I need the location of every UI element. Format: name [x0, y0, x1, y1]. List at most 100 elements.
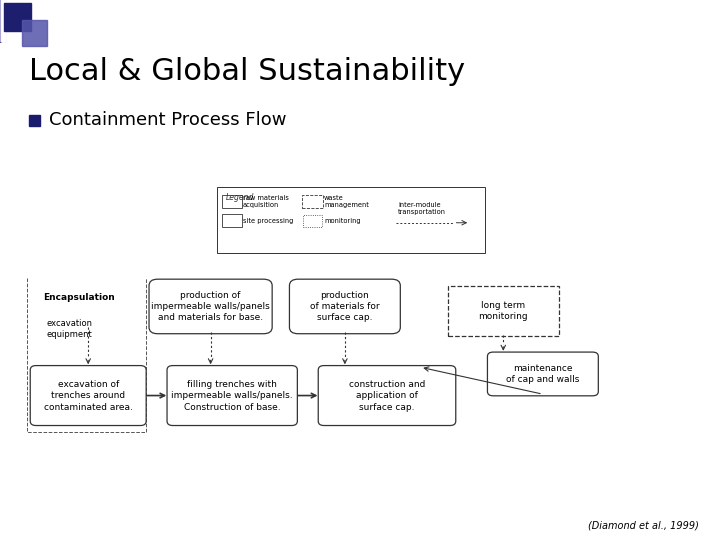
Bar — [1, 0, 4, 40]
Bar — [1, 0, 3, 40]
Bar — [0, 0, 2, 40]
Bar — [1, 0, 3, 40]
Bar — [1, 0, 4, 40]
FancyBboxPatch shape — [222, 195, 242, 208]
Bar — [1, 0, 4, 40]
Bar — [1, 0, 4, 40]
Bar — [1, 0, 4, 40]
Bar — [1, 0, 4, 40]
Bar — [1, 0, 4, 40]
Bar — [2, 0, 4, 40]
Bar — [22, 20, 47, 46]
Bar — [2, 0, 5, 40]
FancyBboxPatch shape — [30, 366, 146, 426]
Bar — [0, 0, 3, 40]
Bar — [0, 0, 3, 40]
Bar — [1, 0, 4, 40]
FancyBboxPatch shape — [222, 214, 242, 227]
Bar — [1, 0, 3, 40]
Bar — [0, 0, 3, 40]
Text: excavation
equipment: excavation equipment — [47, 319, 93, 340]
Bar — [1, 0, 4, 40]
Bar — [2, 0, 4, 40]
Bar — [1, 0, 4, 40]
Bar — [1, 0, 4, 40]
Bar — [2, 0, 4, 40]
Bar — [1, 0, 4, 40]
FancyBboxPatch shape — [487, 352, 598, 396]
Bar — [2, 0, 5, 40]
Bar — [1, 0, 3, 40]
Bar — [2, 0, 4, 40]
Bar — [2, 0, 4, 40]
Bar — [2, 0, 4, 40]
Bar — [1, 0, 3, 40]
Bar — [1, 0, 3, 40]
Bar — [0, 0, 3, 40]
Bar — [2, 0, 5, 40]
Bar — [1, 0, 3, 40]
Bar — [1, 0, 4, 40]
Bar — [0, 0, 2, 40]
Bar — [0, 0, 3, 40]
Bar — [1, 0, 4, 40]
Text: Local & Global Sustainability: Local & Global Sustainability — [29, 57, 465, 86]
Bar — [2, 0, 4, 40]
Bar — [2, 0, 4, 40]
Bar — [1, 0, 4, 40]
Bar — [1, 0, 4, 40]
Bar — [2, 0, 5, 40]
Text: production
of materials for
surface cap.: production of materials for surface cap. — [310, 291, 379, 322]
Bar — [2, 0, 5, 40]
Bar — [0, 0, 2, 40]
Bar — [1, 0, 4, 40]
Bar — [1, 0, 4, 40]
Bar — [1, 0, 4, 40]
Bar — [2, 0, 4, 40]
Bar — [2, 0, 4, 40]
Bar — [0, 0, 3, 40]
Bar — [1, 0, 4, 40]
FancyBboxPatch shape — [303, 215, 322, 227]
Bar — [2, 0, 4, 40]
Bar — [1, 0, 4, 40]
Bar — [2, 0, 4, 40]
Bar — [2, 0, 4, 40]
Bar — [2, 0, 5, 40]
Bar — [1, 0, 4, 40]
Bar — [1, 0, 4, 40]
Bar — [0, 0, 3, 40]
Bar — [2, 0, 4, 40]
Bar — [1, 0, 4, 40]
Bar — [2, 0, 4, 40]
Bar — [1, 0, 4, 40]
Bar — [1, 0, 4, 40]
Bar — [0, 0, 3, 40]
Bar — [0, 0, 2, 40]
Bar — [2, 0, 4, 40]
Bar — [2, 0, 5, 40]
Bar — [1, 0, 3, 40]
Bar — [0, 0, 2, 40]
Bar — [1, 0, 4, 40]
Bar — [0, 0, 3, 40]
Bar — [2, 0, 4, 40]
Bar — [0, 0, 2, 40]
Bar — [0, 0, 3, 40]
Bar — [1, 0, 4, 40]
Bar — [0, 0, 3, 40]
Bar — [1, 0, 4, 40]
Bar — [0, 0, 2, 40]
Bar — [2, 0, 4, 40]
Text: raw materials
acquisition: raw materials acquisition — [243, 195, 289, 208]
Bar — [1, 0, 3, 40]
Bar — [0, 0, 2, 40]
Bar — [1, 0, 3, 40]
Bar — [1, 0, 4, 40]
Bar — [1, 0, 4, 40]
Bar — [1, 0, 3, 40]
Bar — [1, 0, 4, 40]
Bar — [1, 0, 3, 40]
Bar — [0, 0, 3, 40]
Bar — [0, 0, 3, 40]
